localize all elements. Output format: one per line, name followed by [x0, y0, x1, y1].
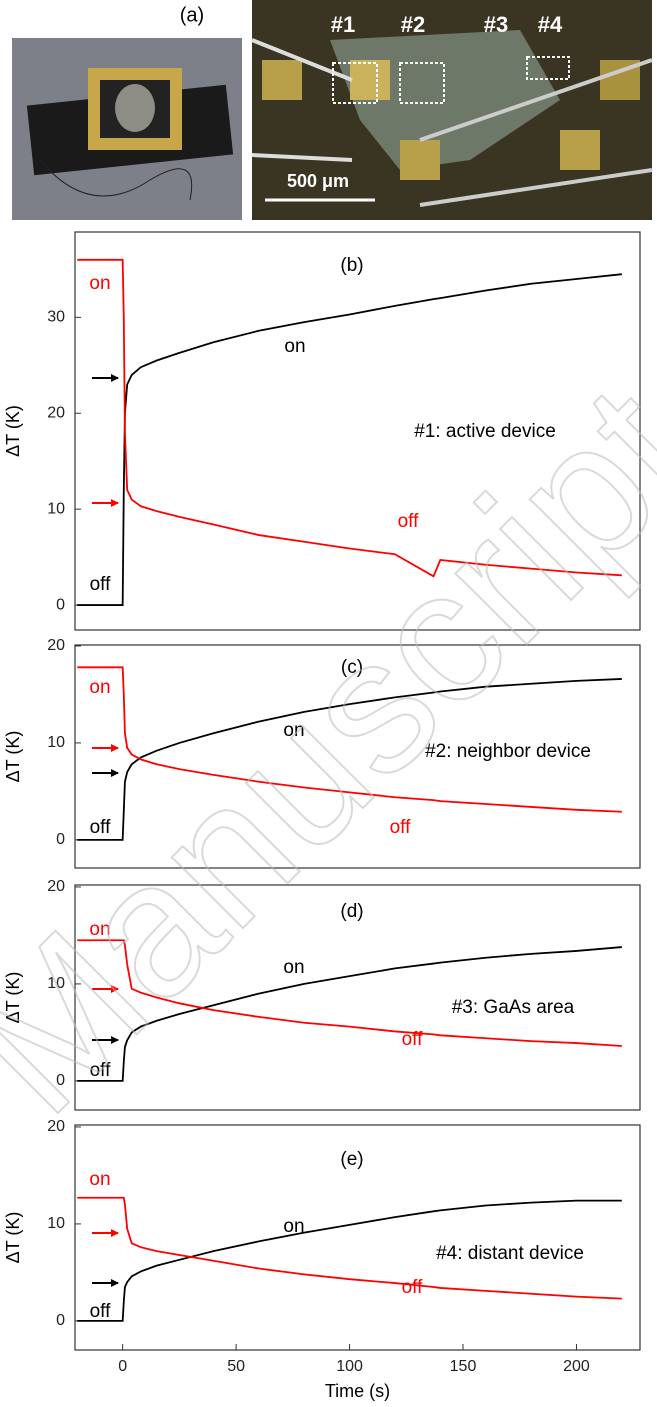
site-marker: #4 — [538, 12, 563, 37]
x-tick-label: 0 — [118, 1358, 127, 1375]
y-tick-label: 10 — [47, 734, 65, 751]
photo-chip — [12, 38, 242, 220]
annotation: #3: GaAs area — [452, 997, 575, 1018]
annotation: on — [283, 1216, 304, 1237]
y-tick-label: 20 — [47, 637, 65, 654]
y-tick-label: 10 — [47, 500, 65, 517]
scale-bar-label: 500 μm — [287, 171, 349, 191]
annotation: off — [90, 574, 112, 595]
y-tick-label: 30 — [47, 309, 65, 326]
figure: (a) #1 #2 #3 #4 500 μm 0 10 20 30 ΔT (K) (b) o… — [0, 0, 657, 1407]
annotation: on — [284, 336, 305, 357]
y-tick-label: 0 — [56, 831, 65, 848]
annotation: on — [89, 273, 110, 294]
annotation: off — [402, 1277, 424, 1298]
annotation: on — [89, 677, 110, 698]
panel-label: (a) — [180, 4, 204, 26]
y-axis-label: ΔT (K) — [3, 405, 23, 457]
annotation: (b) — [340, 255, 363, 276]
site-marker: #1 — [331, 12, 355, 37]
annotation: #4: distant device — [436, 1243, 584, 1264]
site-marker: #3 — [484, 12, 508, 37]
y-tick-label: 10 — [47, 1215, 65, 1232]
x-tick-label: 150 — [450, 1358, 477, 1375]
annotation: on — [283, 957, 304, 978]
annotation: off — [90, 1301, 112, 1322]
site-marker: #2 — [401, 12, 425, 37]
page: {"figure_a":{"label":"(a)","markers":["#… — [0, 0, 657, 1407]
y-tick-label: 20 — [47, 404, 65, 421]
annotation: (d) — [340, 901, 363, 922]
y-axis-label: ΔT (K) — [3, 731, 23, 783]
annotation: on — [89, 1169, 110, 1190]
y-tick-label: 0 — [56, 1312, 65, 1329]
x-tick-label: 50 — [227, 1358, 245, 1375]
y-tick-label: 0 — [56, 596, 65, 613]
x-axis-label: Time (s) — [325, 1381, 390, 1401]
annotation: (e) — [340, 1149, 363, 1170]
x-tick-label: 100 — [336, 1358, 363, 1375]
x-tick-label: 200 — [563, 1358, 590, 1375]
annotation: off — [402, 1029, 424, 1050]
y-axis-label: ΔT (K) — [3, 1212, 23, 1264]
